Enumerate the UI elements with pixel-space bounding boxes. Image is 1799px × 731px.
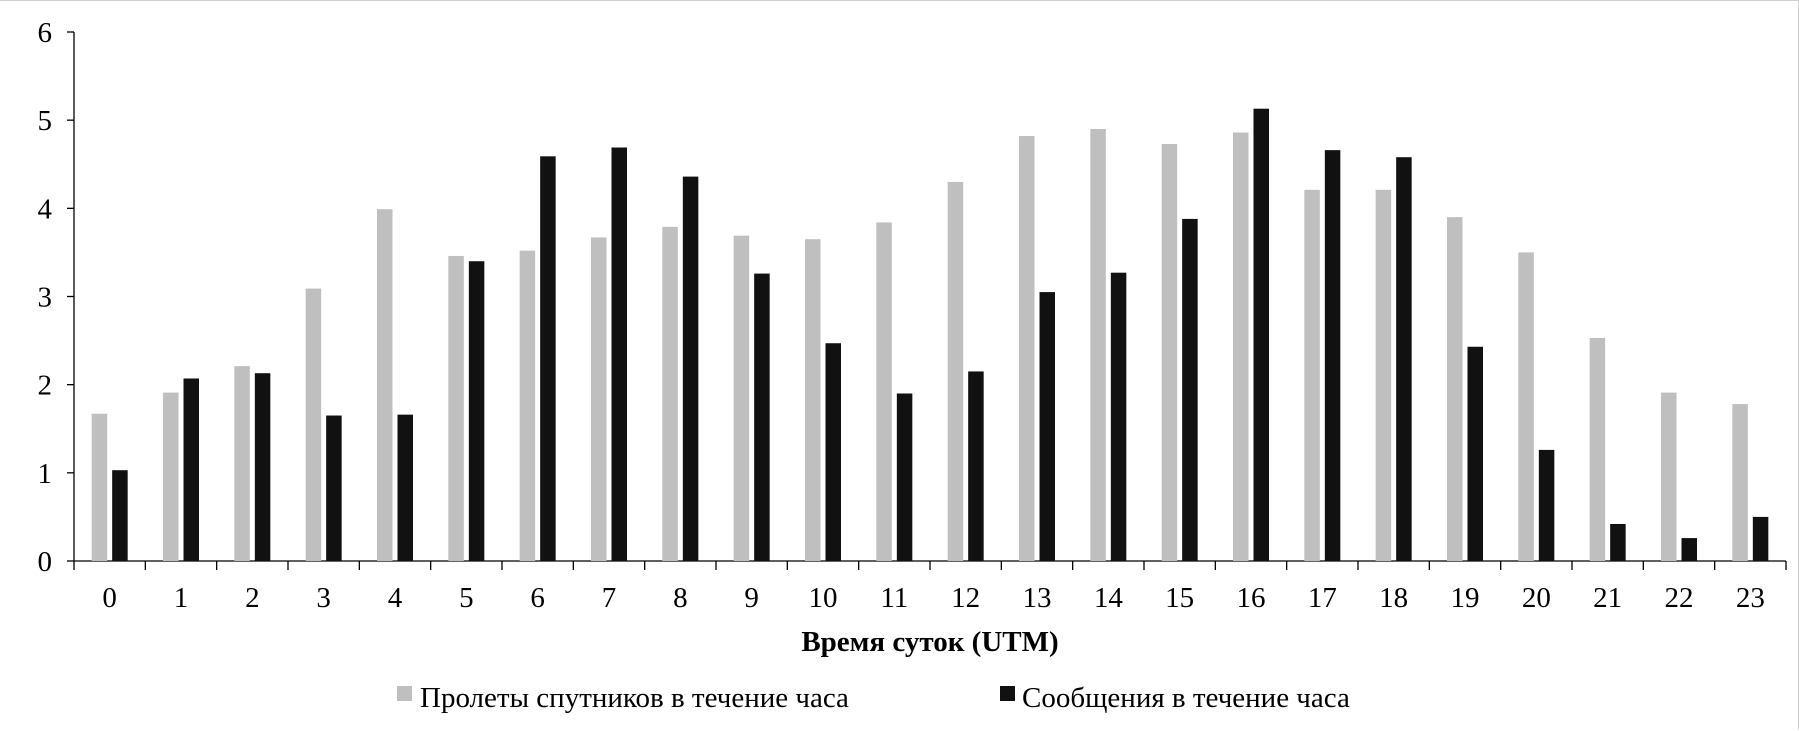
x-tick-label: 9	[744, 582, 759, 614]
x-tick-label: 7	[602, 582, 617, 614]
bar-satellite-passes	[1661, 392, 1677, 561]
x-tick-label: 22	[1665, 582, 1694, 614]
x-tick-label: 11	[880, 582, 908, 614]
legend-label-messages: Сообщения в течение часа	[1022, 682, 1350, 714]
x-tick-label: 1	[174, 582, 189, 614]
bar-messages	[1182, 218, 1198, 561]
y-tick-label: 4	[38, 193, 53, 225]
bar-messages	[1110, 272, 1127, 561]
bar-satellite-passes	[591, 237, 607, 561]
x-tick-label: 3	[316, 582, 331, 614]
x-tick-label: 17	[1308, 582, 1337, 614]
bar-messages	[611, 147, 627, 561]
bar-messages	[1681, 538, 1697, 561]
x-tick-label: 21	[1593, 582, 1622, 614]
bar-satellite-passes	[305, 288, 322, 561]
bar-satellite-passes	[876, 222, 892, 561]
x-tick-labels: 0 1 2 3 4 5 6 7 8 9 10 11 12 13 14 15 16 17 18 19 20 21 22 23	[102, 582, 1764, 614]
bar-satellite-passes	[377, 209, 393, 561]
bar-satellite-passes	[1304, 189, 1320, 561]
bar-satellite-passes	[448, 255, 464, 561]
x-tick-label: 12	[951, 582, 980, 614]
x-tick-label: 0	[102, 582, 117, 614]
bar-satellite-passes	[733, 235, 750, 562]
x-tick-label: 19	[1451, 582, 1480, 614]
bar-satellite-passes	[1233, 132, 1249, 561]
bar-messages	[896, 393, 913, 561]
bar-satellite-passes	[805, 239, 821, 562]
x-tick-label: 5	[459, 582, 474, 614]
bar-messages	[1538, 449, 1555, 561]
bar-satellite-passes	[1518, 252, 1534, 561]
x-tick-label: 8	[673, 582, 688, 614]
y-tick-label: 0	[38, 546, 53, 578]
legend-label-satellites: Пролеты спутников в течение часа	[420, 682, 849, 714]
bar-satellite-passes	[947, 181, 964, 561]
x-axis-title: Время суток (UTM)	[801, 626, 1058, 658]
bar-messages	[1752, 516, 1769, 561]
bar-satellite-passes	[1447, 217, 1463, 561]
bar-messages	[1324, 150, 1341, 562]
bar-messages	[1610, 523, 1626, 561]
bar-satellite-passes	[234, 366, 250, 561]
bar-messages	[112, 470, 128, 561]
bar-satellite-passes	[1732, 404, 1748, 561]
bar-messages	[254, 373, 271, 561]
bar-satellite-passes	[1161, 143, 1178, 561]
bar-satellite-passes	[519, 250, 536, 562]
bar-messages	[1396, 157, 1412, 562]
bar-messages	[1039, 292, 1055, 561]
bar-messages	[468, 261, 485, 561]
bar-messages	[326, 415, 342, 561]
legend-swatch-messages	[1000, 686, 1015, 701]
y-tick-label: 3	[38, 282, 53, 314]
y-tick-label: 6	[38, 17, 53, 49]
x-tick-label: 18	[1379, 582, 1408, 614]
x-tick-label: 10	[809, 582, 838, 614]
bar-messages	[183, 378, 199, 561]
bar-satellite-passes	[1019, 136, 1035, 561]
bar-messages	[825, 343, 841, 561]
bar-messages	[540, 156, 556, 561]
bar-messages	[754, 273, 770, 561]
bar-messages	[397, 414, 413, 561]
legend: Пролеты спутников в течение часа Сообщен…	[397, 682, 1350, 714]
bar-satellite-passes	[1090, 128, 1106, 561]
bar-satellite-passes	[1589, 337, 1606, 561]
legend-swatch-satellites	[397, 686, 412, 701]
bars	[91, 108, 1769, 562]
axes	[67, 31, 1787, 570]
y-tick-label: 5	[38, 105, 53, 137]
y-tick-labels: 0 1 2 3 4 5 6	[38, 17, 53, 578]
x-tick-label: 14	[1094, 582, 1124, 614]
x-tick-label: 2	[245, 582, 260, 614]
x-tick-label: 16	[1237, 582, 1266, 614]
y-tick-label: 2	[38, 370, 53, 402]
y-tick-label: 1	[38, 458, 53, 490]
bar-satellite-passes	[662, 226, 678, 561]
bar-satellite-passes	[91, 413, 108, 561]
bar-messages	[1253, 108, 1269, 561]
x-tick-label: 13	[1023, 582, 1052, 614]
bar-messages	[682, 176, 699, 562]
bar-messages	[1467, 346, 1483, 561]
bar-messages	[968, 371, 984, 561]
bar-satellite-passes	[163, 392, 179, 561]
x-tick-label: 23	[1736, 582, 1765, 614]
x-tick-label: 20	[1522, 582, 1551, 614]
x-tick-label: 4	[388, 582, 403, 614]
x-tick-label: 6	[530, 582, 545, 614]
x-tick-label: 15	[1165, 582, 1194, 614]
bar-satellite-passes	[1375, 189, 1392, 561]
